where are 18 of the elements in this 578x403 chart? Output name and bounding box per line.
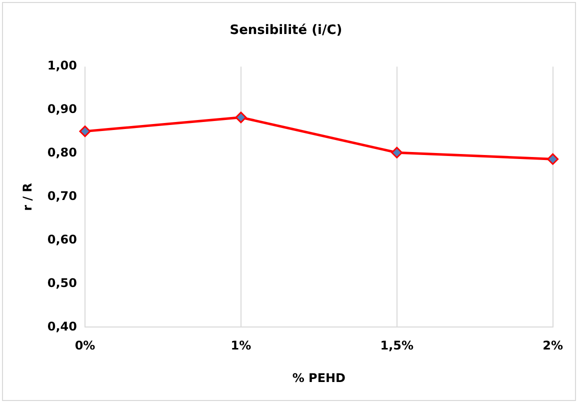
y-tick-label: 0,40: [47, 319, 78, 334]
point: [391, 146, 403, 158]
y-tick-label: 0,50: [47, 276, 78, 290]
y-tick-label: 0,80: [47, 146, 78, 160]
y-tick-label: 1,00: [47, 58, 78, 73]
point: [547, 153, 559, 165]
x-tick-label: 1%: [230, 338, 252, 353]
y-tick-label: 0,90: [47, 102, 78, 116]
chart-title: Sensibilité (i/C): [230, 23, 342, 38]
x-axis-title: % PEHD: [292, 370, 346, 385]
point: [235, 112, 247, 124]
y-axis-title: r / R: [20, 182, 34, 211]
x-tick-label: 0%: [74, 338, 96, 353]
x-tick-label: 1,5%: [380, 338, 414, 353]
point: [79, 126, 91, 138]
y-tick-label: 0,60: [47, 232, 78, 246]
x-tick-label: 2%: [542, 338, 563, 353]
y-tick-label: 0,70: [47, 189, 78, 204]
